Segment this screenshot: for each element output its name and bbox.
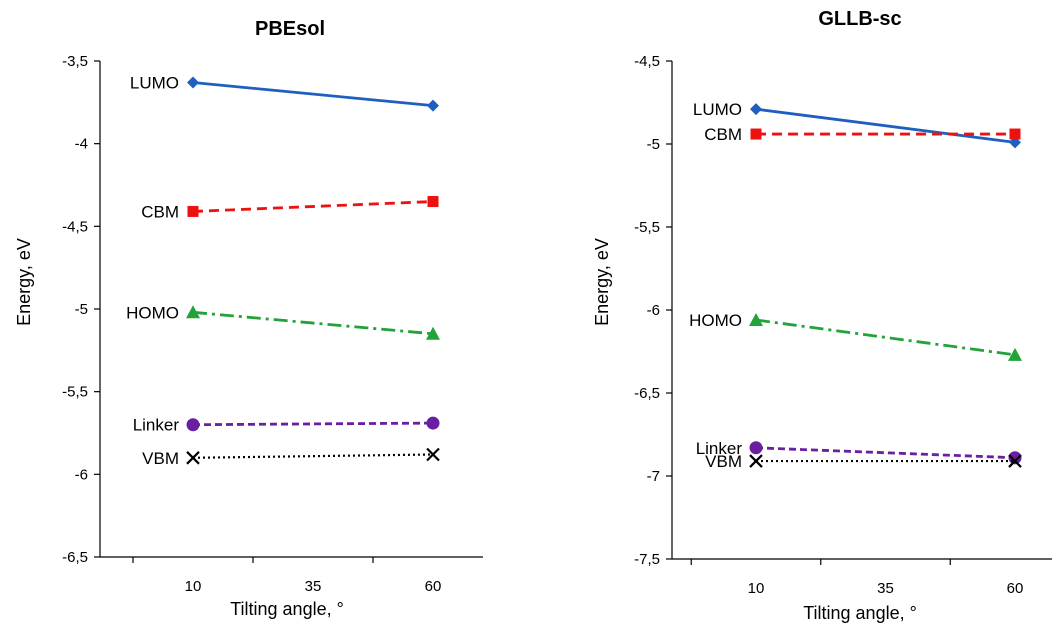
y-tick-label: -5,5 [634,219,660,236]
series-label: HOMO [126,303,179,322]
y-tick-label: -4,5 [634,53,660,70]
series-label: VBM [142,449,179,468]
data-point-square [427,196,439,208]
data-point-diamond [750,103,762,116]
data-point-x [426,447,440,462]
x-tick-label: 60 [1007,580,1024,597]
series-line [755,446,1016,460]
series-vbm: VBM [142,447,440,468]
series-label: LUMO [130,73,179,92]
series-label: CBM [141,202,179,221]
series-line [192,421,434,427]
series-cbm: CBM [141,196,439,221]
series-vbm: VBM [705,452,1022,471]
y-tick-label: -7 [647,468,660,485]
series-line [755,318,1016,357]
y-tick-label: -7,5 [634,551,660,568]
data-point-triangle [186,305,200,319]
y-tick-label: -5 [647,136,660,153]
y-tick-label: -6 [75,466,88,483]
series-line [755,107,1016,144]
data-point-square [750,128,762,140]
series-linker: Linker [696,439,1022,465]
y-tick-label: -6,5 [634,385,660,402]
x-tick-label: 10 [748,580,765,597]
y-tick-label: -6,5 [62,549,88,566]
series-line [192,310,434,336]
series-linker: Linker [133,416,440,435]
y-tick-label: -3,5 [62,53,88,70]
series-cbm: CBM [704,125,1021,144]
y-tick-label: -6 [647,302,660,319]
data-point-diamond [187,76,199,89]
series-line [192,81,434,108]
data-point-square [187,205,199,217]
series-label: LUMO [693,100,742,119]
data-point-x [749,454,763,468]
data-point-triangle [1008,347,1022,361]
data-point-circle [186,418,200,432]
chart-title: PBEsol [255,18,325,40]
x-axis-label: Tilting angle, ° [230,599,344,619]
data-point-diamond [427,99,439,112]
data-point-x [186,451,200,465]
data-point-square [1009,128,1021,140]
data-point-triangle [426,326,440,340]
data-point-circle [749,441,763,455]
chart-panel-2: GLLB-sc -4,5 -5 -5,5 -6 -6,5 -7 -7,5 10 35 60 Tilti… [592,8,1052,623]
series-line [192,453,434,459]
data-point-circle [426,416,440,430]
series-label: HOMO [689,311,742,330]
series-lumo: LUMO [693,100,1021,149]
x-tick-label: 10 [185,578,202,595]
y-tick-label: -5,5 [62,384,88,401]
series-homo: HOMO [689,311,1022,361]
series-line [192,200,434,213]
chart-title: GLLB-sc [818,8,901,30]
series-label: Linker [133,416,180,435]
y-axis-label: Energy, eV [14,238,34,326]
series-label: Linker [696,439,743,458]
chart-panel-1: PBEsol -3,5 -4 -4,5 -5 -5,5 -6 -6,5 10 35 60 Tiltin… [14,18,483,619]
series-lumo: LUMO [130,73,439,112]
y-tick-label: -5 [75,301,88,318]
x-tick-label: 35 [877,580,894,597]
data-point-x [1008,454,1022,468]
y-axis-label: Energy, eV [592,238,612,326]
data-point-triangle [749,312,763,326]
x-tick-label: 60 [425,578,442,595]
y-tick-label: -4 [75,136,88,153]
series-homo: HOMO [126,303,440,340]
series-label: CBM [704,125,742,144]
series-label: VBM [705,452,742,471]
x-axis-label: Tilting angle, ° [803,603,917,623]
x-tick-label: 35 [305,578,322,595]
y-tick-label: -4,5 [62,218,88,235]
